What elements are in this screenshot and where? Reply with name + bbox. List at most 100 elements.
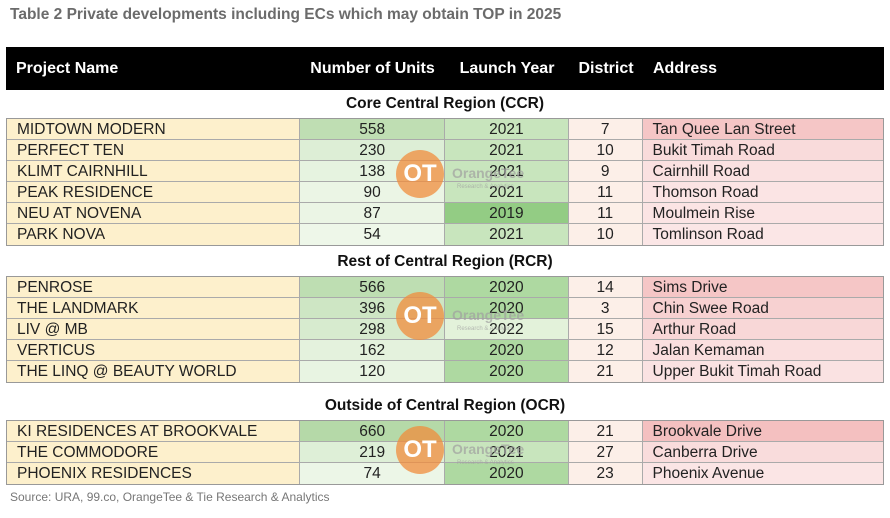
district-cell: 11 (568, 182, 643, 202)
orangetee-logo-icon: OT (396, 292, 444, 340)
section-rows: PENROSE 566 2020 14 Sims Drive THE LANDMARK 39… (6, 276, 884, 383)
district-cell: 23 (568, 463, 643, 484)
launch-year-cell: 2020 (445, 463, 569, 484)
launch-year-cell: 2021 (445, 140, 569, 160)
header-launch-year: Launch Year (459, 59, 555, 77)
district-cell: 11 (568, 203, 643, 223)
table-row: PEAK RESIDENCE 90 2021 11 Thomson Road (7, 182, 883, 203)
section-heading: Outside of Central Region (OCR) (324, 397, 566, 414)
district-cell: 14 (568, 277, 643, 297)
launch-year-cell: 2021 (445, 161, 569, 181)
section-heading: Core Central Region (CCR) (345, 95, 545, 112)
table-row: LIV @ MB 298 2022 15 Arthur Road (7, 319, 883, 340)
project-name-cell: PHOENIX RESIDENCES (7, 463, 301, 484)
developments-table: Project Name Number of Units Launch Year… (6, 47, 884, 485)
table-row: THE COMMODORE 219 2021 27 Canberra Drive (7, 442, 883, 463)
header-project-name: Project Name (16, 59, 119, 77)
district-cell: 7 (568, 119, 643, 139)
address-cell: Brookvale Drive (642, 421, 883, 441)
launch-year-cell: 2021 (445, 442, 569, 462)
table-row: NEU AT NOVENA 87 2019 11 Moulmein Rise (7, 203, 883, 224)
district-cell: 10 (568, 140, 643, 160)
address-cell: Sims Drive (642, 277, 883, 297)
launch-year-cell: 2019 (445, 203, 569, 223)
header-address: Address (653, 59, 718, 77)
district-cell: 9 (568, 161, 643, 181)
units-cell: 87 (300, 203, 445, 223)
project-name-cell: PEAK RESIDENCE (7, 182, 301, 202)
district-cell: 3 (568, 298, 643, 318)
project-name-cell: PENROSE (7, 277, 301, 297)
address-cell: Moulmein Rise (642, 203, 883, 223)
launch-year-cell: 2022 (445, 319, 569, 339)
district-cell: 15 (568, 319, 643, 339)
table-body: Core Central Region (CCR) MIDTOWN MODERN 5… (6, 90, 884, 485)
launch-year-cell: 2020 (445, 277, 569, 297)
project-name-cell: PERFECT TEN (7, 140, 301, 160)
address-cell: Cairnhill Road (642, 161, 883, 181)
address-cell: Chin Swee Road (642, 298, 883, 318)
table-row: KI RESIDENCES AT BROOKVALE 660 2020 21 Brook… (7, 421, 883, 442)
address-cell: Upper Bukit Timah Road (642, 361, 883, 382)
launch-year-cell: 2021 (445, 119, 569, 139)
section-rows: KI RESIDENCES AT BROOKVALE 660 2020 21 Brook… (6, 420, 884, 485)
section-rows: MIDTOWN MODERN 558 2021 7 Tan Quee Lan Stree… (6, 118, 884, 246)
project-name-cell: LIV @ MB (7, 319, 301, 339)
table-row: PHOENIX RESIDENCES 74 2020 23 Phoenix Avenue (7, 463, 883, 484)
orangetee-logo-icon: OT (396, 426, 444, 474)
launch-year-cell: 2021 (445, 224, 569, 245)
table-row: PARK NOVA 54 2021 10 Tomlinson Road (7, 224, 883, 245)
table-row: THE LANDMARK 396 2020 3 Chin Swee Road (7, 298, 883, 319)
address-cell: Tomlinson Road (642, 224, 883, 245)
watermark-name: OrangeTee (452, 307, 525, 323)
watermark-subtitle: Research & Analytics (457, 460, 514, 466)
project-name-cell: THE LANDMARK (7, 298, 301, 318)
section-heading: Rest of Central Region (RCR) (337, 253, 553, 270)
header-district: District (578, 59, 634, 77)
project-name-cell: MIDTOWN MODERN (7, 119, 301, 139)
launch-year-cell: 2020 (445, 298, 569, 318)
table-header: Project Name Number of Units Launch Year… (6, 47, 884, 90)
units-cell: 558 (300, 119, 445, 139)
header-number-of-units: Number of Units (310, 59, 435, 77)
project-name-cell: PARK NOVA (7, 224, 301, 245)
project-name-cell: KI RESIDENCES AT BROOKVALE (7, 421, 301, 441)
watermark-name: OrangeTee (452, 165, 525, 181)
project-name-cell: VERTICUS (7, 340, 301, 360)
address-cell: Arthur Road (642, 319, 883, 339)
address-cell: Bukit Timah Road (642, 140, 883, 160)
units-cell: 120 (300, 361, 445, 382)
district-cell: 12 (568, 340, 643, 360)
units-cell: 566 (300, 277, 445, 297)
table-row: PERFECT TEN 230 2021 10 Bukit Timah Road (7, 140, 883, 161)
launch-year-cell: 2020 (445, 361, 569, 382)
launch-year-cell: 2020 (445, 340, 569, 360)
address-cell: Jalan Kemaman (642, 340, 883, 360)
address-cell: Thomson Road (642, 182, 883, 202)
units-cell: 54 (300, 224, 445, 245)
launch-year-cell: 2021 (445, 182, 569, 202)
project-name-cell: THE LINQ @ BEAUTY WORLD (7, 361, 301, 382)
table-row: KLIMT CAIRNHILL 138 2021 9 Cairnhill Road (7, 161, 883, 182)
district-cell: 10 (568, 224, 643, 245)
address-cell: Phoenix Avenue (642, 463, 883, 484)
launch-year-cell: 2020 (445, 421, 569, 441)
address-cell: Tan Quee Lan Street (642, 119, 883, 139)
table-row: MIDTOWN MODERN 558 2021 7 Tan Quee Lan Stree… (7, 119, 883, 140)
table-title: Table 2 Private developments including E… (10, 6, 562, 23)
project-name-cell: THE COMMODORE (7, 442, 301, 462)
source-note: Source: URA, 99.co, OrangeTee & Tie Rese… (10, 490, 330, 504)
project-name-cell: KLIMT CAIRNHILL (7, 161, 301, 181)
watermark-subtitle: Research & Analytics (457, 184, 514, 190)
district-cell: 21 (568, 361, 643, 382)
project-name-cell: NEU AT NOVENA (7, 203, 301, 223)
table-row: VERTICUS 162 2020 12 Jalan Kemaman (7, 340, 883, 361)
district-cell: 27 (568, 442, 643, 462)
district-cell: 21 (568, 421, 643, 441)
table-row: PENROSE 566 2020 14 Sims Drive (7, 277, 883, 298)
table-row: THE LINQ @ BEAUTY WORLD 120 2020 21 Upper Bu… (7, 361, 883, 382)
watermark-name: OrangeTee (452, 441, 525, 457)
orangetee-logo-icon: OT (396, 150, 444, 198)
units-cell: 162 (300, 340, 445, 360)
watermark-subtitle: Research & Analytics (457, 326, 514, 332)
